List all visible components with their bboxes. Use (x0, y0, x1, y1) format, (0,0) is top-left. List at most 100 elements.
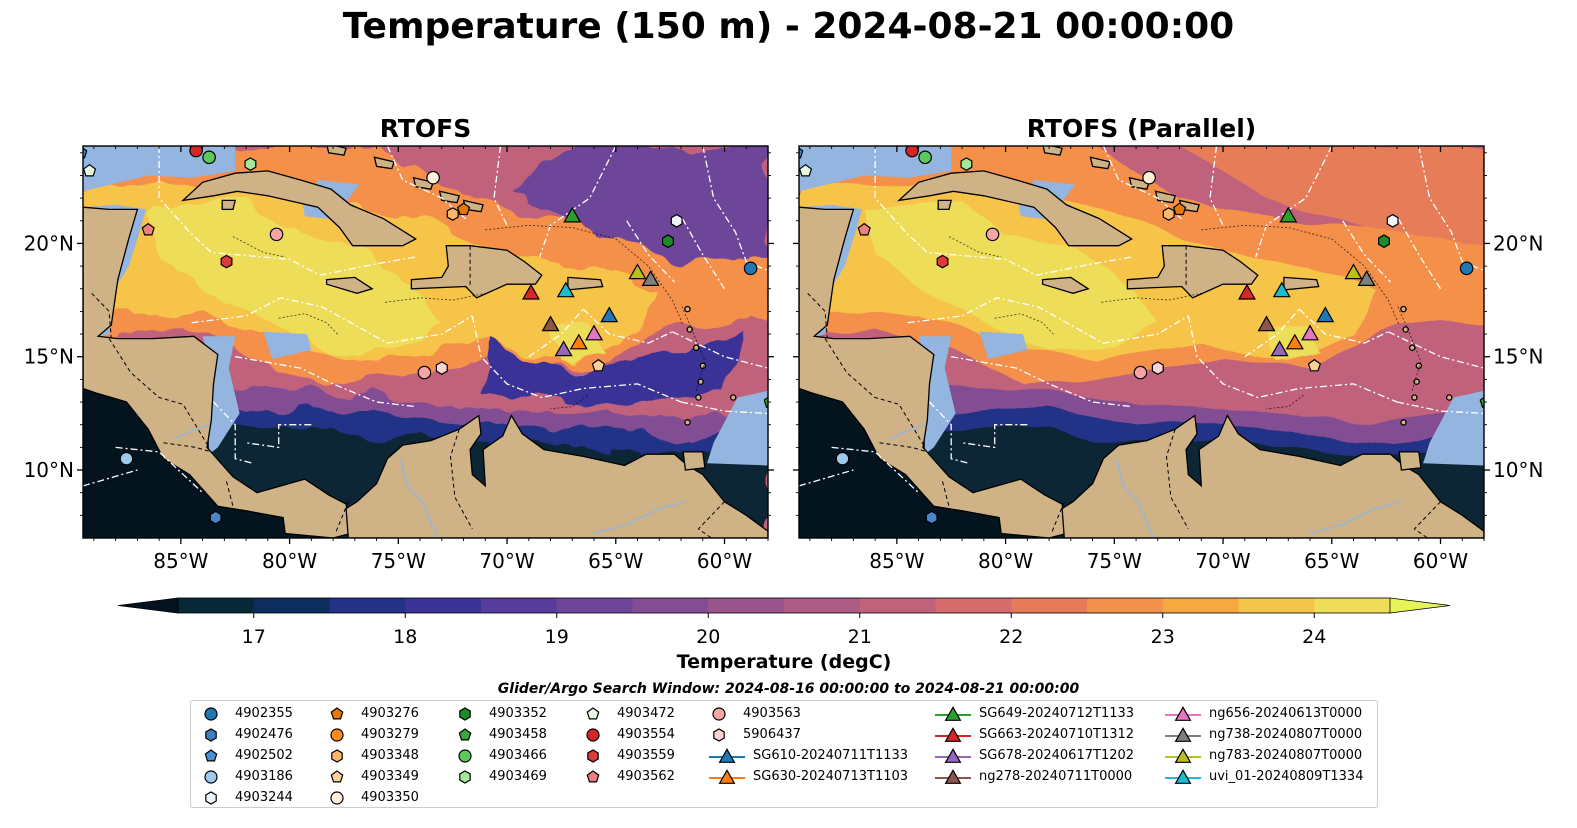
argo-float-marker (1172, 202, 1187, 216)
lon-tick-label: 65°W (1304, 549, 1359, 573)
colorbar-tick-label: 22 (999, 626, 1023, 648)
legend-label: 4903244 (235, 790, 293, 805)
legend-label: SG649-20240712T1133 (979, 706, 1135, 721)
argo-float-marker (1307, 358, 1322, 372)
legend-label: 4902476 (235, 727, 293, 742)
circle-marker-icon (204, 707, 218, 721)
lat-tick-label: 10°N (24, 458, 74, 482)
legend-label: SG678-20240617T1202 (979, 748, 1135, 763)
lon-tick-label: 60°W (697, 549, 752, 573)
hexagon-marker-icon (331, 749, 343, 763)
legend-label: uvi_01-20240809T1334 (1209, 769, 1364, 784)
argo-float-marker (269, 227, 284, 242)
triangle-marker-icon (1165, 769, 1201, 784)
colorbar-swatch (859, 598, 936, 613)
legend-label: 4903563 (743, 706, 801, 721)
legend-label: 4903458 (489, 727, 547, 742)
legend-label: 4903352 (489, 706, 547, 721)
legend-float-symbol (330, 728, 344, 742)
triangle-marker-icon (935, 769, 971, 784)
legend-float-symbol (205, 728, 217, 742)
argo-float-marker (784, 158, 796, 170)
colorbar-swatch (1314, 598, 1391, 613)
lon-tick-label: 60°W (1413, 549, 1468, 573)
argo-float-marker (220, 254, 233, 269)
lon-tick-label: 80°W (262, 549, 317, 573)
legend-glider-symbol (718, 769, 736, 784)
lon-tick-label: 80°W (978, 549, 1033, 573)
argo-float-marker (1386, 213, 1399, 228)
argo-float-marker (1479, 396, 1484, 408)
lon-tick-label: 70°W (479, 549, 534, 573)
legend-label: ng783-20240807T0000 (1209, 748, 1363, 763)
legend-label: 4903469 (489, 769, 547, 784)
hexagon-marker-icon (713, 728, 725, 742)
pentagon-marker-icon (586, 707, 600, 720)
lat-tick-label: 15°N (24, 345, 74, 369)
circle-marker-icon (330, 791, 344, 805)
triangle-marker-icon (709, 748, 745, 763)
hexagon-marker-icon (205, 728, 217, 742)
lon-tick-label: 75°W (1087, 549, 1142, 573)
hexagon-marker-icon (205, 791, 217, 805)
glider-marker (541, 315, 560, 332)
legend-float-symbol (459, 707, 471, 721)
argo-float-marker (591, 358, 606, 372)
legend-float-symbol (204, 770, 218, 784)
legend-float-symbol (586, 770, 600, 783)
colorbar-swatch (253, 598, 330, 613)
glider-marker (1237, 283, 1256, 300)
legend-label: 4903276 (361, 706, 419, 721)
legend-label: 4903350 (361, 790, 419, 805)
argo-float-marker (905, 146, 919, 158)
triangle-marker-icon (709, 769, 745, 784)
legend-label: 5906437 (743, 727, 801, 742)
legend-glider-symbol (944, 769, 962, 784)
legend-glider-symbol (1174, 769, 1192, 784)
observation-markers (784, 146, 1484, 525)
colorbar-swatch (329, 598, 406, 613)
legend-glider-symbol (944, 748, 962, 763)
glider-marker (1357, 270, 1376, 286)
glider-marker (556, 281, 575, 298)
legend-float-symbol (330, 791, 344, 805)
hexagon-marker-icon (459, 707, 471, 721)
argo-float-marker (799, 163, 813, 177)
pentagon-marker-icon (586, 770, 600, 783)
colorbar-swatch (1087, 598, 1164, 613)
search-window-caption: Glider/Argo Search Window: 2024-08-16 00… (497, 681, 1080, 697)
lat-tick-label: 20°N (24, 231, 74, 255)
argo-float-marker (202, 150, 216, 165)
colorbar-tick-label: 24 (1302, 626, 1326, 648)
argo-float-marker (119, 451, 134, 466)
argo-float-marker (456, 202, 471, 216)
legend-float-symbol (330, 707, 344, 720)
legend-float-symbol (713, 728, 725, 742)
argo-float-marker (918, 150, 932, 165)
argo-float-marker (763, 396, 768, 408)
colorbar-swatch (708, 598, 785, 613)
colorbar-swatch (556, 598, 633, 613)
legend-label: 4903472 (617, 706, 675, 721)
map-panel-rtofs-parallel: RTOFS (Parallel) 85°W 80°W 75°W 70°W 65°W 60°W… (784, 114, 1543, 573)
legend-float-symbol (204, 707, 218, 721)
lon-tick-label: 75°W (371, 549, 426, 573)
lat-tick-label: 15°N (1493, 345, 1543, 369)
eez-boundaries (799, 146, 1484, 494)
legend-label: ng656-20240613T0000 (1209, 706, 1363, 721)
argo-float-marker (141, 222, 155, 236)
circle-marker-icon (712, 707, 726, 721)
legend-label: 4902502 (235, 748, 293, 763)
legend-label: 4903348 (361, 748, 419, 763)
glider-marker (563, 206, 582, 223)
glider-marker (1344, 263, 1363, 280)
glider-marker (1272, 281, 1291, 298)
glider-marker (1279, 206, 1298, 223)
colorbar-swatch (1162, 598, 1239, 613)
legend-label: 4903349 (361, 769, 419, 784)
colorbar-swatch (1238, 598, 1315, 613)
pentagon-marker-icon (204, 749, 218, 762)
glider-marker (521, 283, 540, 300)
glider-marker (1316, 306, 1335, 323)
legend-label: SG610-20240711T1133 (753, 748, 909, 763)
